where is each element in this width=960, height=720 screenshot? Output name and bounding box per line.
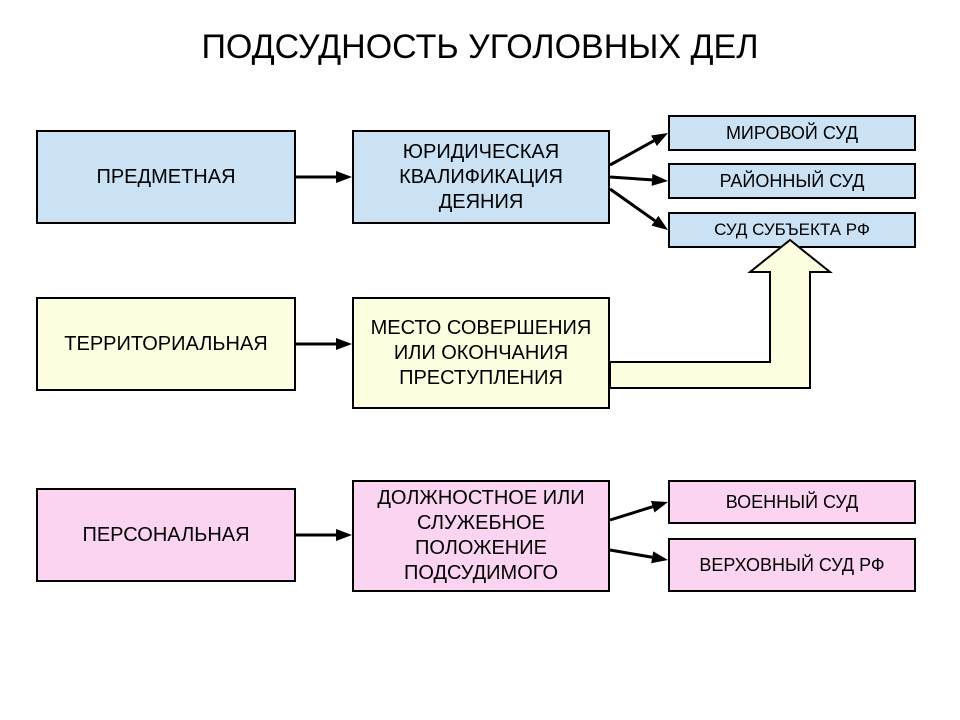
node-crime-location: МЕСТО СОВЕРШЕНИЯ ИЛИ ОКОНЧАНИЯ ПРЕСТУПЛЕ… bbox=[352, 297, 610, 409]
node-magistrate-court: МИРОВОЙ СУД bbox=[668, 115, 916, 151]
node-official-position: ДОЛЖНОСТНОЕ ИЛИ СЛУЖЕБНОЕ ПОЛОЖЕНИЕ ПОДС… bbox=[352, 480, 610, 592]
node-military-court: ВОЕННЫЙ СУД bbox=[668, 480, 916, 524]
node-legal-qualification: ЮРИДИЧЕСКАЯ КВАЛИФИКАЦИЯ ДЕЯНИЯ bbox=[352, 130, 610, 224]
node-subject-court: СУД СУБЪЕКТА РФ bbox=[668, 212, 916, 248]
node-district-court: РАЙОННЫЙ СУД bbox=[668, 163, 916, 199]
node-subject-jurisdiction: ПРЕДМЕТНАЯ bbox=[36, 130, 296, 224]
node-personal-jurisdiction: ПЕРСОНАЛЬНАЯ bbox=[36, 488, 296, 582]
diagram-title: ПОДСУДНОСТЬ УГОЛОВНЫХ ДЕЛ bbox=[0, 28, 960, 67]
node-supreme-court: ВЕРХОВНЫЙ СУД РФ bbox=[668, 538, 916, 592]
node-territorial-jurisdiction: ТЕРРИТОРИАЛЬНАЯ bbox=[36, 297, 296, 391]
